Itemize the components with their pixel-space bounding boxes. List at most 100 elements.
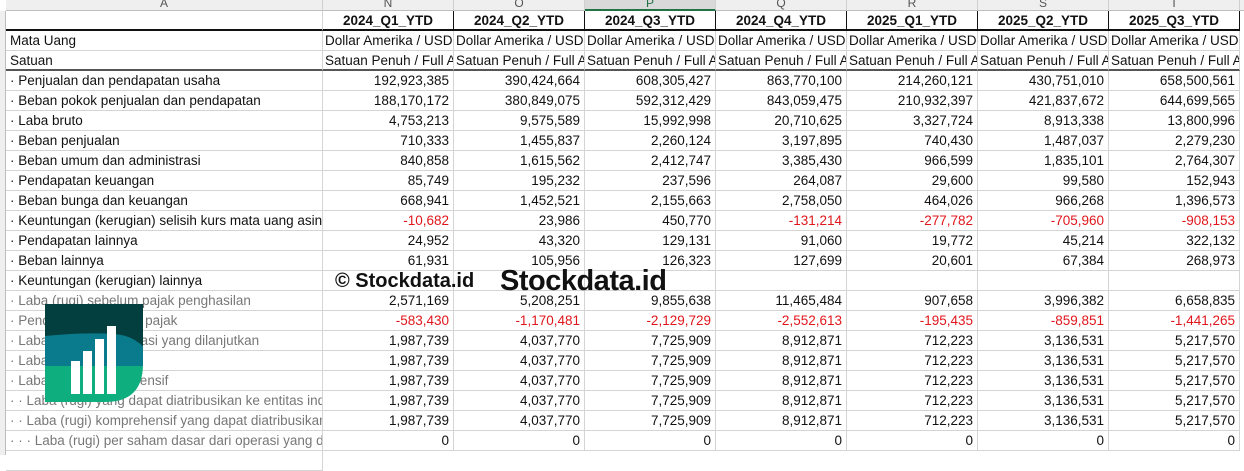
value-cell[interactable]: 2,764,307 [1109,151,1240,171]
column-header-t[interactable]: T [1109,0,1240,11]
column-header-next[interactable] [1240,0,1244,11]
row-label-cell[interactable]: · Keuntungan (kerugian) selisih kurs mat… [6,211,323,231]
value-cell[interactable]: 188,170,172 [323,91,454,111]
column-header-o[interactable]: O [454,0,585,11]
value-cell[interactable]: -1,441,265 [1109,311,1240,331]
value-cell[interactable]: 99,580 [978,171,1109,191]
value-cell[interactable]: 0 [585,431,716,451]
row-label-cell[interactable]: · Pendapatan lainnya [6,231,323,251]
value-cell[interactable]: -705,960 [978,211,1109,231]
value-cell[interactable] [323,271,454,291]
value-cell[interactable]: 214,260,121 [847,71,978,91]
value-cell[interactable]: 843,059,475 [716,91,847,111]
meta-value-cell[interactable]: Satuan Penuh / Full Amount [1109,51,1240,71]
value-cell[interactable]: 1,452,521 [454,191,585,211]
value-cell[interactable]: 3,327,724 [847,111,978,131]
period-header-cell[interactable]: 2025_Q2_YTD [978,11,1109,31]
meta-value-cell[interactable]: Satuan Penuh / Full Amount [978,51,1109,71]
value-cell[interactable]: 195,232 [454,171,585,191]
value-cell[interactable]: 210,932,397 [847,91,978,111]
value-cell[interactable]: 863,770,100 [716,71,847,91]
value-cell[interactable]: 7,725,909 [585,331,716,351]
value-cell[interactable]: -908,153 [1109,211,1240,231]
value-cell[interactable]: 8,913,338 [978,111,1109,131]
row-label-cell[interactable]: · Laba bruto [6,111,323,131]
value-cell[interactable]: 421,837,672 [978,91,1109,111]
value-cell[interactable]: 11,465,484 [716,291,847,311]
period-header-cell[interactable]: 2025_Q3_YTD [1109,11,1240,31]
row-label-cell[interactable]: · Pendapatan (beban) pajak [6,311,323,331]
value-cell[interactable]: 61,931 [323,251,454,271]
value-cell[interactable] [585,271,716,291]
value-cell[interactable]: 0 [454,431,585,451]
meta-value-cell[interactable]: Satuan Penuh / Full Amount [716,51,847,71]
value-cell[interactable]: 966,599 [847,151,978,171]
value-cell[interactable]: 85,749 [323,171,454,191]
value-cell[interactable]: -277,782 [847,211,978,231]
value-cell[interactable]: 5,217,570 [1109,391,1240,411]
meta-value-cell[interactable]: Dollar Amerika / USD [323,31,454,51]
meta-label-cell[interactable]: Mata Uang [6,31,323,51]
value-cell[interactable]: 1,615,562 [454,151,585,171]
value-cell[interactable]: 3,136,531 [978,331,1109,351]
value-cell[interactable]: 7,725,909 [585,351,716,371]
value-cell[interactable]: 3,996,382 [978,291,1109,311]
value-cell[interactable]: -583,430 [323,311,454,331]
value-cell[interactable]: 264,087 [716,171,847,191]
value-cell[interactable]: 1,987,739 [323,411,454,431]
value-cell[interactable]: 907,658 [847,291,978,311]
row-label-cell[interactable]: · Laba (rugi) [6,351,323,371]
row-label-cell[interactable]: · Laba (rugi) komprehensif [6,371,323,391]
value-cell[interactable]: 4,037,770 [454,391,585,411]
value-cell[interactable]: 3,136,531 [978,351,1109,371]
row-label-cell[interactable]: · · Laba (rugi) yang dapat diatribusikan… [6,391,323,411]
value-cell[interactable] [978,271,1109,291]
value-cell[interactable]: 0 [716,431,847,451]
value-cell[interactable]: 5,217,570 [1109,351,1240,371]
column-header-a[interactable]: A [6,0,323,11]
value-cell[interactable]: 1,987,739 [323,331,454,351]
value-cell[interactable]: 0 [978,431,1109,451]
meta-value-cell[interactable]: Dollar Amerika / USD [978,31,1109,51]
row-label-cell[interactable]: · Laba (rugi) sebelum pajak penghasilan [6,291,323,311]
value-cell[interactable]: 5,208,251 [454,291,585,311]
value-cell[interactable]: 1,455,837 [454,131,585,151]
empty-cell[interactable] [6,451,323,471]
value-cell[interactable]: 966,268 [978,191,1109,211]
value-cell[interactable]: 2,758,050 [716,191,847,211]
value-cell[interactable]: 3,136,531 [978,391,1109,411]
value-cell[interactable]: 2,279,230 [1109,131,1240,151]
value-cell[interactable]: 658,500,561 [1109,71,1240,91]
value-cell[interactable]: 3,385,430 [716,151,847,171]
meta-value-cell[interactable]: Satuan Penuh / Full Amount [323,51,454,71]
value-cell[interactable]: 43,320 [454,231,585,251]
value-cell[interactable]: 152,943 [1109,171,1240,191]
row-label-cell[interactable]: · Beban umum dan administrasi [6,151,323,171]
value-cell[interactable]: -2,552,613 [716,311,847,331]
value-cell[interactable]: 2,412,747 [585,151,716,171]
meta-value-cell[interactable]: Dollar Amerika / USD [454,31,585,51]
value-cell[interactable]: 3,136,531 [978,411,1109,431]
value-cell[interactable]: 1,487,037 [978,131,1109,151]
value-cell[interactable]: 7,725,909 [585,391,716,411]
value-cell[interactable]: 268,973 [1109,251,1240,271]
value-cell[interactable]: 9,575,589 [454,111,585,131]
value-cell[interactable]: 105,956 [454,251,585,271]
value-cell[interactable]: 712,223 [847,371,978,391]
value-cell[interactable]: 390,424,664 [454,71,585,91]
value-cell[interactable]: 15,992,998 [585,111,716,131]
meta-label-cell[interactable]: Satuan [6,51,323,71]
value-cell[interactable]: 592,312,429 [585,91,716,111]
value-cell[interactable]: -10,682 [323,211,454,231]
row-label-cell[interactable]: · Keuntungan (kerugian) lainnya [6,271,323,291]
value-cell[interactable]: 8,912,871 [716,351,847,371]
row-label-cell[interactable]: · Beban lainnya [6,251,323,271]
period-header-cell[interactable]: 2024_Q1_YTD [323,11,454,31]
value-cell[interactable]: 7,725,909 [585,371,716,391]
value-cell[interactable]: 45,214 [978,231,1109,251]
value-cell[interactable]: 23,986 [454,211,585,231]
value-cell[interactable]: 644,699,565 [1109,91,1240,111]
value-cell[interactable]: 3,197,895 [716,131,847,151]
value-cell[interactable]: 668,941 [323,191,454,211]
value-cell[interactable]: 9,855,638 [585,291,716,311]
